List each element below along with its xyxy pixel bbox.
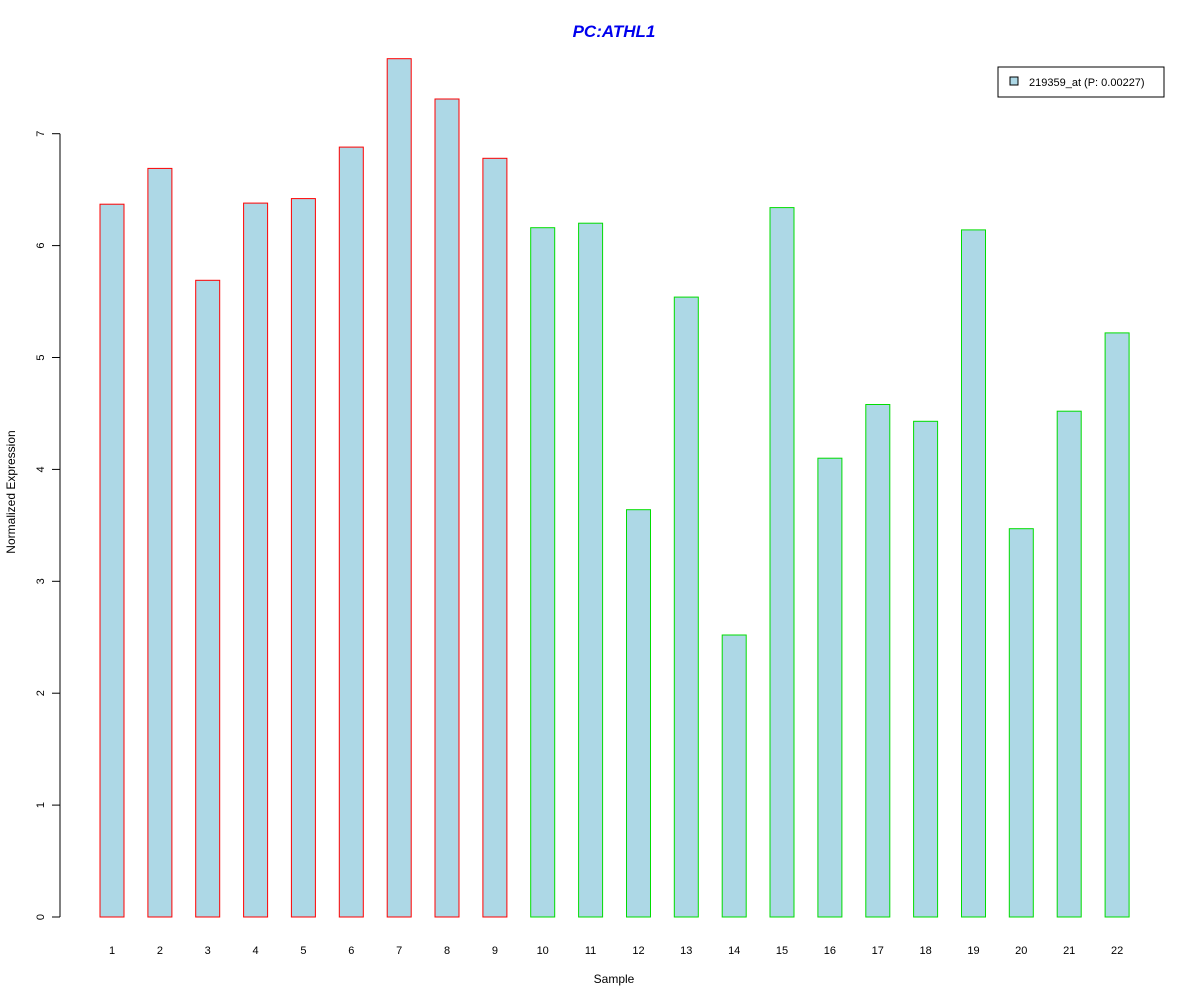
legend-box	[997, 66, 1165, 98]
legend-label: 219359_at (P: 0.00227)	[1029, 77, 1145, 89]
bar-8	[434, 98, 460, 918]
x-tick-label-18: 18	[919, 945, 931, 957]
y-axis: 0 1 2 3 4 5 6 7	[35, 131, 61, 920]
x-tick-label-22: 22	[1111, 945, 1123, 957]
x-tick-label-21: 21	[1063, 945, 1075, 957]
x-tick-label-9: 9	[492, 945, 498, 957]
bar-10	[530, 227, 556, 918]
y-tick-label-4: 4	[35, 466, 47, 472]
legend-swatch	[1009, 76, 1019, 86]
bar-7	[386, 58, 412, 918]
bar-22	[1104, 332, 1130, 918]
bar-11	[578, 222, 604, 918]
y-tick-label-0: 0	[35, 914, 47, 920]
x-tick-label-12: 12	[632, 945, 644, 957]
bar-1	[99, 203, 125, 918]
x-tick-label-20: 20	[1015, 945, 1027, 957]
y-tick-label-2: 2	[35, 690, 47, 696]
y-tick-label-1: 1	[35, 802, 47, 808]
bar-9	[482, 157, 508, 918]
x-tick-label-11: 11	[585, 945, 596, 957]
x-tick-label-6: 6	[348, 945, 354, 957]
chart-title: PC:ATHL1	[573, 22, 656, 41]
y-tick-label-6: 6	[35, 243, 47, 249]
y-tick-label-5: 5	[35, 354, 47, 360]
x-tick-label-1: 1	[109, 945, 115, 957]
bar-14	[721, 634, 747, 918]
x-tick-label-3: 3	[205, 945, 211, 957]
x-tick-label-5: 5	[300, 945, 306, 957]
bar-17	[865, 404, 891, 918]
bar-6	[338, 146, 364, 918]
bar-5	[290, 198, 316, 918]
legend: 219359_at (P: 0.00227)	[997, 66, 1165, 98]
x-tick-label-15: 15	[776, 945, 788, 957]
bar-15	[769, 207, 795, 918]
bar-19	[961, 229, 986, 918]
y-axis-label: Normalized Expression	[4, 430, 18, 553]
bar-18	[913, 420, 939, 918]
x-tick-label-16: 16	[824, 945, 836, 957]
bar-2	[147, 167, 173, 918]
x-tick-label-14: 14	[728, 945, 740, 957]
x-tick-label-19: 19	[967, 945, 979, 957]
bar-3	[195, 279, 221, 918]
bar-16	[817, 457, 843, 918]
x-axis-label: Sample	[594, 972, 635, 986]
bar-21	[1056, 410, 1082, 918]
x-tick-label-2: 2	[157, 945, 163, 957]
y-tick-label-3: 3	[35, 578, 47, 584]
x-tick-label-8: 8	[444, 945, 450, 957]
bar-12	[626, 509, 651, 918]
x-tick-label-7: 7	[396, 945, 402, 957]
x-tick-label-17: 17	[872, 945, 884, 957]
x-tick-label-10: 10	[537, 945, 549, 957]
bar-4	[243, 202, 269, 918]
x-tick-label-13: 13	[680, 945, 692, 957]
bar-13	[673, 296, 699, 918]
y-tick-label-7: 7	[35, 131, 47, 137]
x-tick-label-4: 4	[253, 945, 259, 957]
bars-group	[99, 58, 1130, 918]
bar-20	[1008, 528, 1034, 918]
x-tick-labels: 1 2 3 4 5 6 7 8 9 10 11 12 13 14 15 16 17 18 19 20 21 22	[109, 945, 1123, 957]
